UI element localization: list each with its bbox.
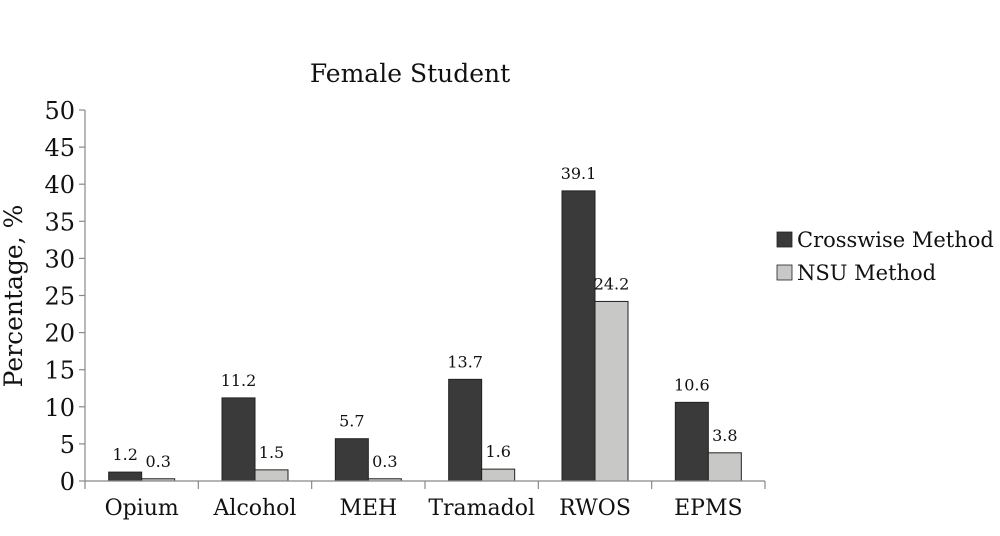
data-label-crosswise-method-rwos: 39.1	[561, 164, 597, 183]
data-label-nsu-method-meh: 0.3	[372, 452, 397, 471]
y-tick-label: 10	[44, 394, 75, 422]
x-tick-label-alcohol: Alcohol	[213, 496, 297, 521]
bar-crosswise-method-epms	[674, 401, 709, 482]
bar-nsu-method-epms	[707, 452, 742, 482]
y-tick-label: 20	[44, 320, 75, 348]
bar-crosswise-method-meh	[334, 438, 369, 482]
y-tick-label: 15	[44, 357, 75, 385]
y-tick-label: 30	[44, 245, 75, 273]
x-tick-label-epms: EPMS	[674, 496, 742, 521]
data-label-nsu-method-tramadol: 1.6	[485, 442, 510, 461]
legend: Crosswise Method NSU Method	[776, 228, 994, 285]
y-tick-label: 25	[44, 283, 75, 311]
legend-swatch-crosswise-method	[776, 231, 793, 248]
x-tick-label-opium: Opium	[105, 496, 179, 521]
x-tick-label-rwos: RWOS	[559, 496, 631, 521]
x-tick-label-meh: MEH	[339, 496, 397, 521]
x-axis-labels: Opium Alcohol MEH Tramadol RWOS EPMS	[105, 496, 743, 521]
legend-label-crosswise-method: Crosswise Method	[797, 228, 994, 252]
y-tick-label: 5	[60, 431, 75, 459]
y-tick-label: 35	[44, 208, 75, 236]
axes	[84, 110, 766, 489]
y-tick-label: 45	[44, 134, 75, 162]
data-label-nsu-method-epms: 3.8	[712, 426, 737, 445]
x-tick-label-tramadol: Tramadol	[428, 496, 535, 521]
data-label-crosswise-method-alcohol: 11.2	[221, 371, 257, 390]
bar-nsu-method-rwos	[594, 300, 629, 482]
y-axis-label: Percentage, %	[0, 205, 28, 388]
data-label-nsu-method-opium: 0.3	[145, 452, 170, 471]
y-axis-ticks: 0 5 10 15 20 25 30 35 40 45 50	[44, 97, 85, 496]
data-label-crosswise-method-meh: 5.7	[339, 412, 364, 431]
bar-nsu-method-alcohol	[254, 469, 289, 482]
data-label-nsu-method-alcohol: 1.5	[259, 443, 284, 462]
bars	[108, 190, 742, 482]
data-label-crosswise-method-epms: 10.6	[674, 375, 710, 394]
bar-crosswise-method-opium	[108, 471, 143, 482]
chart-title: Female Student	[310, 59, 510, 88]
bar-nsu-method-tramadol	[481, 468, 516, 482]
y-tick-label: 40	[44, 171, 75, 199]
data-label-crosswise-method-opium: 1.2	[112, 445, 137, 464]
legend-swatch-nsu-method	[776, 264, 793, 281]
bar-crosswise-method-rwos	[561, 190, 596, 482]
y-tick-label: 0	[60, 468, 75, 496]
data-labels: 1.2 11.2 5.7 13.7 39.1 10.6 0.3 1.5 0.3 1.6 24.2 3.…	[112, 164, 737, 471]
y-tick-label: 50	[44, 97, 75, 125]
data-label-nsu-method-rwos: 24.2	[594, 274, 630, 293]
legend-label-nsu-method: NSU Method	[797, 261, 936, 285]
bar-crosswise-method-alcohol	[221, 397, 256, 482]
data-label-crosswise-method-tramadol: 13.7	[447, 352, 483, 371]
bar-crosswise-method-tramadol	[448, 378, 483, 482]
